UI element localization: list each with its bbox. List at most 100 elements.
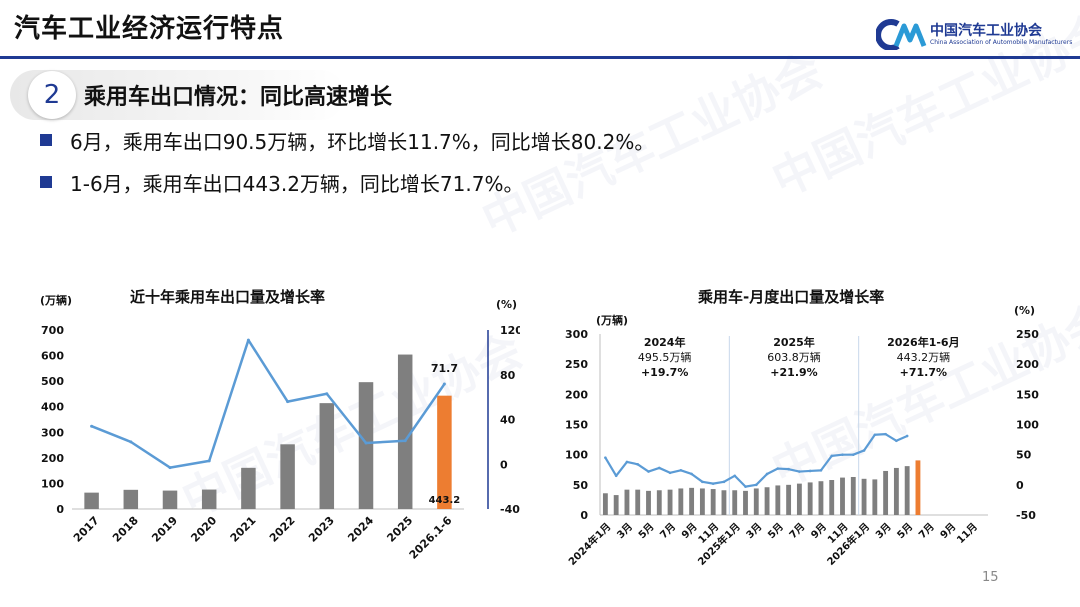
growth-line	[91, 338, 446, 469]
x-tick-label: 2018	[110, 514, 141, 545]
chart2-title: 乘用车-月度出口量及增长率	[698, 288, 885, 306]
y-tick-label: 600	[41, 350, 64, 363]
x-tick-label: 3月	[615, 521, 635, 541]
growth-point	[905, 434, 909, 438]
y-tick-label: 700	[41, 324, 64, 337]
x-tick-label: 2020	[188, 514, 219, 545]
y-tick-label: 200	[565, 388, 588, 401]
bar	[123, 489, 139, 509]
section-number-badge	[28, 71, 76, 119]
bar	[689, 487, 695, 515]
x-tick-label: 2025	[384, 514, 415, 545]
growth-point	[129, 440, 133, 444]
bar	[893, 467, 899, 515]
y2-tick-label: 150	[1016, 388, 1039, 401]
y-tick-label: 250	[565, 358, 588, 371]
x-tick-label: 2019	[149, 514, 180, 545]
bar	[241, 467, 256, 509]
growth-point	[636, 463, 640, 466]
header-bar: 汽车工业经济运行特点 中国汽车工业协会 China Association of…	[0, 0, 1080, 60]
x-tick-label: 7月	[658, 521, 678, 541]
bar	[699, 488, 705, 515]
growth-point	[722, 480, 726, 484]
growth-point	[325, 392, 329, 396]
bar	[829, 480, 835, 515]
bar	[796, 483, 802, 515]
bar	[710, 489, 716, 515]
growth-point	[207, 459, 211, 463]
x-tick-label: 2026.1-6	[407, 514, 455, 562]
bar	[397, 354, 413, 509]
growth-point	[787, 467, 790, 471]
bar	[861, 478, 867, 515]
bar	[764, 487, 770, 515]
bar	[84, 492, 99, 509]
annotation-growth: +71.7%	[900, 366, 947, 379]
bar	[850, 476, 856, 515]
bar	[656, 490, 662, 515]
growth-point	[873, 433, 877, 437]
growth-point	[754, 483, 758, 487]
growth-point	[744, 485, 747, 488]
chart1-title: 近十年乘用车出口量及增长率	[130, 288, 326, 306]
logo-text-cn: 中国汽车工业协会	[930, 23, 1042, 39]
growth-point	[647, 470, 650, 473]
y2-tick-label: -50	[1016, 509, 1036, 522]
x-tick-label: 2021	[228, 514, 259, 545]
y2-tick-label: 0	[500, 458, 508, 471]
bar-data-label: 443.2	[429, 495, 461, 506]
y-tick-label: 500	[41, 375, 64, 388]
growth-line	[604, 433, 908, 488]
chart2-right-unit: (%)	[1014, 304, 1036, 317]
y2-tick-label: 250	[1016, 328, 1039, 341]
bar	[437, 395, 452, 509]
x-tick-label: 3月	[744, 521, 764, 541]
growth-point	[364, 441, 368, 445]
x-tick-label: 5月	[895, 521, 915, 541]
growth-point	[819, 469, 823, 472]
y2-tick-label: 200	[1016, 358, 1039, 371]
bar	[624, 489, 630, 515]
growth-point	[690, 472, 693, 476]
chart2-left-unit: (万辆)	[596, 314, 629, 327]
x-tick-label: 3月	[873, 521, 893, 541]
annotation-total: 495.5万辆	[638, 350, 692, 364]
page-number: 15	[982, 570, 999, 585]
page-title: 汽车工业经济运行特点	[14, 14, 285, 44]
growth-point	[895, 439, 898, 443]
annotation-year: 2026年1-6月	[887, 335, 960, 349]
bar	[786, 484, 792, 515]
growth-point	[668, 471, 672, 475]
chart1-left-unit: (万辆)	[40, 294, 73, 307]
bar	[280, 444, 295, 509]
bar	[818, 481, 824, 515]
annotation-year: 2025年	[773, 335, 815, 349]
growth-point	[442, 382, 446, 386]
y-tick-label: 300	[565, 328, 588, 341]
x-tick-label: 2024	[345, 514, 376, 545]
bar	[602, 493, 608, 515]
bar	[319, 403, 335, 509]
bullet-text-2: 1-6月，乘用车出口443.2万辆，同比增长71.7%。	[70, 172, 524, 196]
bar	[883, 470, 889, 515]
bar	[807, 482, 813, 515]
growth-point	[614, 474, 618, 478]
chart1-right-unit: (%)	[496, 298, 518, 311]
logo-text-en: China Association of Automobile Manufact…	[930, 39, 1073, 46]
bar	[678, 488, 684, 515]
annotation-total: 603.8万辆	[767, 350, 821, 364]
section-number: 2	[43, 80, 61, 110]
bar	[667, 489, 673, 515]
y-tick-label: 100	[41, 477, 64, 490]
y2-tick-label: 100	[1016, 419, 1039, 432]
bar	[775, 485, 781, 515]
bar	[162, 490, 178, 509]
growth-point	[403, 439, 407, 443]
bar	[915, 460, 921, 515]
growth-point	[798, 470, 801, 473]
y2-tick-label: 40	[500, 414, 516, 427]
bar	[646, 490, 651, 515]
bar	[635, 489, 641, 515]
growth-point	[625, 460, 629, 464]
x-tick-label: 2017	[71, 514, 102, 545]
